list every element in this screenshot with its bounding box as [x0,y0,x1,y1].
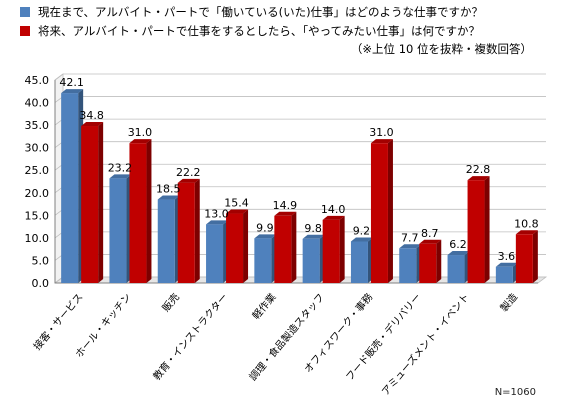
data-label: 14.0 [321,203,346,216]
legend-item-current: 現在まで、アルバイト・パートで「働いている(いた)仕事」はどのような仕事ですか？ [20,2,560,21]
bar-top [399,244,422,249]
bar-top [157,195,180,200]
gridline-diag [54,73,64,81]
sample-size-note: N=1060 [494,387,536,398]
y-tick-label: 10.0 [25,232,50,245]
bar-current [109,178,127,283]
bar-current [399,248,417,283]
bar-top [515,230,538,235]
bar-top [495,262,518,267]
bar-future [177,182,195,283]
bar-top [322,215,345,220]
bar-top [370,139,393,144]
data-label: 6.2 [449,238,467,251]
legend: 現在まで、アルバイト・パートで「働いている(いた)仕事」はどのような仕事ですか？… [20,2,560,58]
bar-top [254,234,277,239]
bar-top [467,176,490,181]
bar-future [81,126,99,283]
data-label: 22.2 [176,166,201,179]
bar-future [226,213,244,283]
x-tick-label: アミューズメント・イベント [379,291,472,398]
bar-future [129,143,147,283]
y-tick-label: 30.0 [25,142,50,155]
bar-future [419,243,437,283]
bar-current [254,238,272,283]
data-label: 9.8 [304,222,322,235]
data-label: 14.9 [273,199,298,212]
data-label: 31.0 [369,126,394,139]
bar-top [274,211,297,216]
legend-note: （※上位 10 位を抜粋・複数回答） [350,42,532,56]
x-tick-label: 軽作業 [249,291,278,322]
data-label: 7.7 [401,231,419,244]
data-label: 13.0 [204,207,229,220]
y-tick-label: 35.0 [25,119,50,132]
bar-top [206,220,229,225]
bar-current [61,93,79,284]
bar-top [109,174,132,179]
legend-swatch-current [20,6,30,17]
bar-current [447,255,465,283]
bar-side [532,230,538,283]
y-tick-label: 15.0 [25,209,50,222]
bar-current [302,238,320,283]
bar-top [447,251,470,256]
bar-current [157,199,175,283]
bar-side [98,122,104,283]
y-tick-label: 40.0 [25,97,50,110]
bar-current [495,266,513,283]
legend-label-future: 将来、アルバイト・パートで仕事をするとしたら、「やってみたい仕事」は何ですか？ [38,23,481,38]
bar-side [339,215,345,283]
bar-top [226,209,249,214]
bar-future [322,219,340,283]
data-label: 3.6 [498,250,516,263]
bar-side [146,139,152,283]
y-tick-label: 0.0 [32,277,50,290]
data-label: 9.9 [256,221,274,234]
bar-current [350,241,368,283]
bar-side [387,139,393,283]
data-label: 18.5 [156,183,181,196]
data-label: 8.7 [421,227,439,240]
bar-top [350,237,373,242]
bar-side [484,176,490,283]
data-label: 34.8 [79,109,104,122]
x-tick-label: 製造 [497,291,520,315]
bar-current [206,224,224,283]
bar-side [436,239,442,283]
y-tick-label: 20.0 [25,187,50,200]
bar-side [194,178,200,283]
bar-top [177,178,200,183]
bar-side [243,209,249,283]
legend-item-future: 将来、アルバイト・パートで仕事をするとしたら、「やってみたい仕事」は何ですか？ [20,21,560,40]
y-tick-label: 45.0 [25,74,50,87]
bar-top [419,239,442,244]
bar-top [129,139,152,144]
data-label: 31.0 [128,126,153,139]
legend-swatch-future [20,25,30,36]
data-label: 22.8 [466,163,491,176]
x-tick-label: 接客・サービス [30,291,85,353]
bar-top [81,122,104,127]
data-label: 23.2 [108,161,133,174]
data-label: 10.8 [514,217,539,230]
legend-label-current: 現在まで、アルバイト・パートで「働いている(いた)仕事」はどのような仕事ですか？ [38,4,484,19]
y-tick-label: 5.0 [32,254,50,267]
bar-future [274,215,292,283]
bar-future [515,234,533,283]
bar-future [467,180,485,283]
bar-top [302,234,325,239]
y-tick-label: 25.0 [25,164,50,177]
data-label: 9.2 [353,224,371,237]
bar-top [61,89,84,94]
data-label: 42.1 [59,76,84,89]
bar-future [370,143,388,283]
data-label: 15.4 [224,197,249,210]
x-tick-label: 販売 [159,291,182,315]
bar-side [291,211,297,283]
